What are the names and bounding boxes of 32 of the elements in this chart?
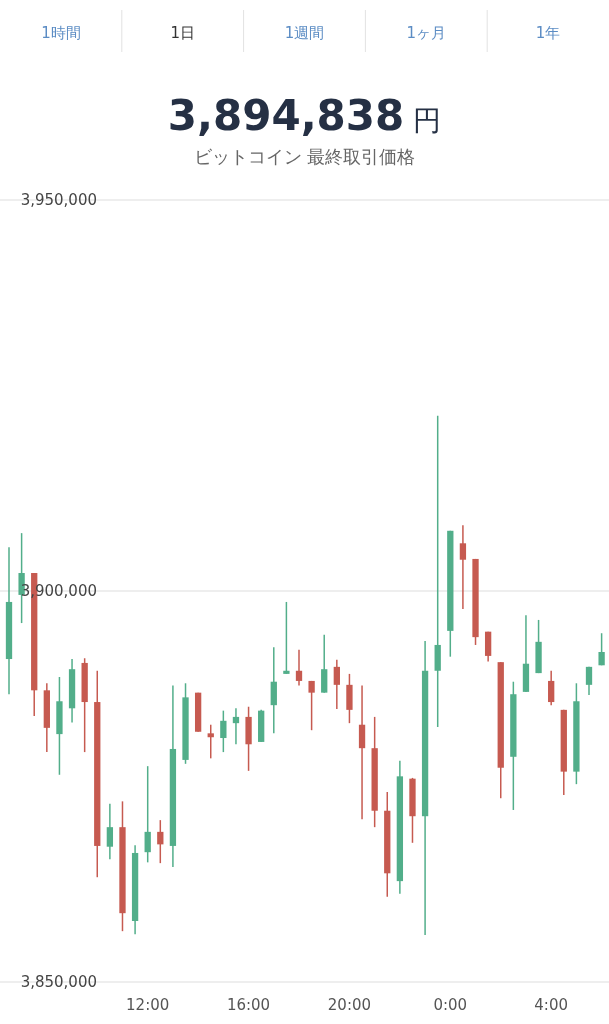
candlestick (144, 765, 151, 864)
candlestick (459, 524, 467, 610)
candlestick (434, 415, 441, 728)
candlestick (585, 666, 593, 696)
y-tick-label: 3,950,000 (20, 191, 97, 209)
candlestick (548, 670, 555, 706)
candlestick (106, 802, 114, 860)
text: 1ヶ月 (406, 24, 447, 42)
text: 1年 (535, 24, 561, 42)
candlestick (308, 680, 315, 731)
candlestick (598, 632, 605, 667)
candlestick (333, 659, 340, 710)
chart-subtitle: ビットコイン 最終取引価格 (193, 146, 416, 167)
text: 1時間 (41, 24, 81, 42)
x-tick-label: 12:00 (126, 996, 170, 1014)
y-tick-label: 3,850,000 (20, 973, 97, 991)
x-tick-label: 16:00 (226, 996, 271, 1014)
candlestick (321, 634, 328, 694)
candlestick (220, 709, 227, 753)
x-tick-label: 4:00 (534, 996, 569, 1014)
candlestick (295, 648, 303, 687)
candlestick (358, 684, 366, 821)
candlestick (283, 601, 290, 675)
chart-title: 3,894,838 円 (167, 91, 442, 140)
candlestick (207, 723, 214, 760)
text: 1日 (170, 24, 195, 42)
text: 1週間 (284, 24, 325, 42)
candlestick (157, 819, 164, 864)
x-tick-label: 20:00 (327, 996, 372, 1014)
x-tick-label: 0:00 (433, 996, 468, 1014)
candlestick (232, 707, 240, 746)
candlestick (270, 646, 277, 735)
